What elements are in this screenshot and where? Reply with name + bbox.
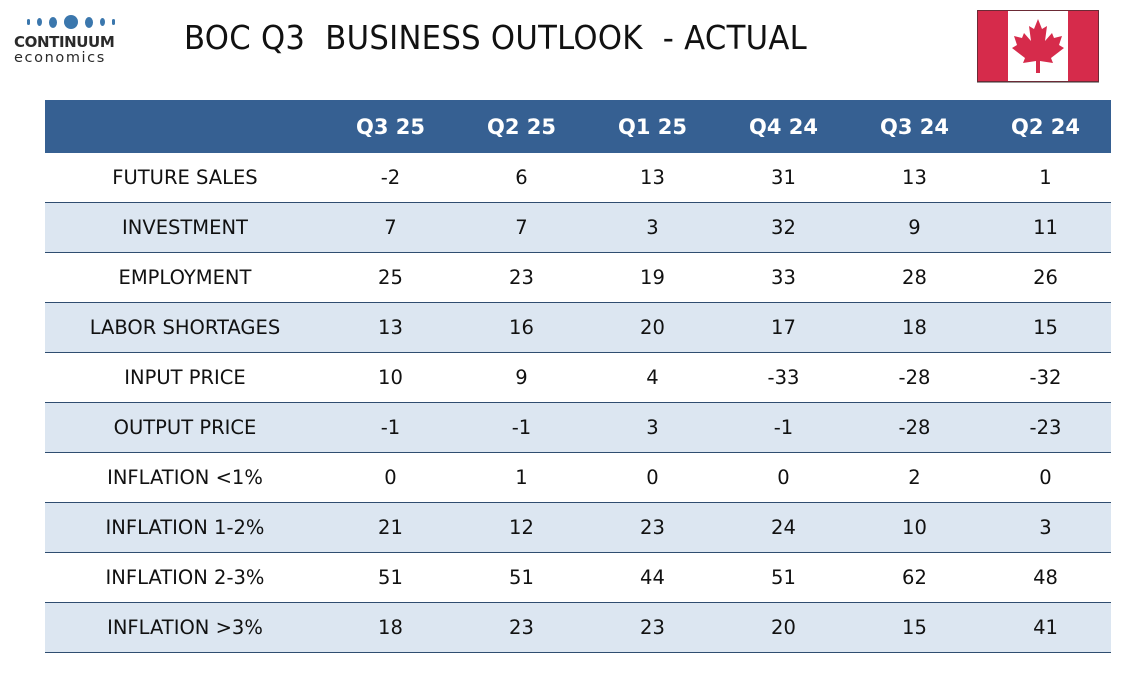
cell-value: 13 — [586, 153, 718, 203]
cell-value: 7 — [324, 202, 456, 253]
cell-value: 1 — [979, 153, 1111, 203]
cell-value: 20 — [717, 602, 849, 653]
cell-value: 9 — [455, 352, 587, 403]
table-row: INFLATION 2-3% 51 51 44 51 62 48 — [45, 552, 1111, 603]
cell-value: -2 — [324, 153, 456, 203]
cell-value: 13 — [324, 302, 456, 353]
cell-value: 12 — [455, 502, 587, 553]
cell-value: 0 — [717, 452, 849, 503]
canada-flag-icon — [977, 10, 1099, 82]
column-header-q2-24: Q2 24 — [979, 100, 1111, 153]
cell-value: 3 — [586, 202, 718, 253]
business-outlook-table: Q3 25 Q2 25 Q1 25 Q4 24 Q3 24 Q2 24 FUTU… — [45, 100, 1111, 653]
cell-value: 62 — [848, 552, 980, 603]
cell-value: 44 — [586, 552, 718, 603]
logo-dots-icon — [8, 14, 134, 30]
row-label: INFLATION >3% — [45, 602, 325, 653]
row-label: INFLATION 2-3% — [45, 552, 325, 603]
cell-value: 9 — [848, 202, 980, 253]
cell-value: -1 — [324, 402, 456, 453]
column-header-q3-25: Q3 25 — [324, 100, 456, 153]
column-header-q2-25: Q2 25 — [455, 100, 587, 153]
logo-name-line1: CONTINUUM — [14, 33, 115, 51]
cell-value: 32 — [717, 202, 849, 253]
cell-value: -28 — [848, 352, 980, 403]
cell-value: 23 — [455, 602, 587, 653]
cell-value: 33 — [717, 252, 849, 303]
row-label: FUTURE SALES — [45, 153, 325, 203]
cell-value: -1 — [455, 402, 587, 453]
column-header-q3-24: Q3 24 — [848, 100, 980, 153]
cell-value: -33 — [717, 352, 849, 403]
cell-value: -32 — [979, 352, 1111, 403]
cell-value: 48 — [979, 552, 1111, 603]
maple-leaf-icon — [1012, 19, 1064, 73]
cell-value: -1 — [717, 402, 849, 453]
cell-value: -28 — [848, 402, 980, 453]
logo-name-line2: economics — [14, 50, 106, 66]
cell-value: -23 — [979, 402, 1111, 453]
cell-value: 3 — [586, 402, 718, 453]
row-label: LABOR SHORTAGES — [45, 302, 325, 353]
flag-left-band — [978, 11, 1008, 81]
cell-value: 26 — [979, 252, 1111, 303]
column-header-q4-24: Q4 24 — [717, 100, 849, 153]
cell-value: 51 — [455, 552, 587, 603]
cell-value: 6 — [455, 153, 587, 203]
cell-value: 41 — [979, 602, 1111, 653]
cell-value: 2 — [848, 452, 980, 503]
flag-center — [1008, 11, 1068, 81]
cell-value: 1 — [455, 452, 587, 503]
cell-value: 0 — [586, 452, 718, 503]
cell-value: 23 — [586, 502, 718, 553]
column-header-q1-25: Q1 25 — [586, 100, 718, 153]
flag-right-band — [1068, 11, 1098, 81]
cell-value: 31 — [717, 153, 849, 203]
table-row: INVESTMENT 7 7 3 32 9 11 — [45, 202, 1111, 253]
cell-value: 23 — [455, 252, 587, 303]
cell-value: 15 — [848, 602, 980, 653]
row-label: EMPLOYMENT — [45, 252, 325, 303]
cell-value: 19 — [586, 252, 718, 303]
cell-value: 10 — [848, 502, 980, 553]
cell-value: 16 — [455, 302, 587, 353]
cell-value: 11 — [979, 202, 1111, 253]
cell-value: 0 — [324, 452, 456, 503]
cell-value: 18 — [848, 302, 980, 353]
table-header-row: Q3 25 Q2 25 Q1 25 Q4 24 Q3 24 Q2 24 — [45, 100, 1111, 153]
cell-value: 51 — [324, 552, 456, 603]
table-row: OUTPUT PRICE -1 -1 3 -1 -28 -23 — [45, 402, 1111, 453]
cell-value: 25 — [324, 252, 456, 303]
cell-value: 24 — [717, 502, 849, 553]
cell-value: 28 — [848, 252, 980, 303]
cell-value: 3 — [979, 502, 1111, 553]
row-label: INVESTMENT — [45, 202, 325, 253]
table-row: FUTURE SALES -2 6 13 31 13 1 — [45, 153, 1111, 203]
column-header-label — [45, 100, 325, 153]
table-row: LABOR SHORTAGES 13 16 20 17 18 15 — [45, 302, 1111, 353]
table-row: INFLATION <1% 0 1 0 0 2 0 — [45, 452, 1111, 503]
cell-value: 4 — [586, 352, 718, 403]
table-row: INFLATION >3% 18 23 23 20 15 41 — [45, 602, 1111, 653]
table-row: INFLATION 1-2% 21 12 23 24 10 3 — [45, 502, 1111, 553]
row-label: INFLATION <1% — [45, 452, 325, 503]
table-row: INPUT PRICE 10 9 4 -33 -28 -32 — [45, 352, 1111, 403]
table-row: EMPLOYMENT 25 23 19 33 28 26 — [45, 252, 1111, 303]
cell-value: 0 — [979, 452, 1111, 503]
cell-value: 7 — [455, 202, 587, 253]
continuum-economics-logo: CONTINUUM economics — [14, 14, 134, 66]
cell-value: 21 — [324, 502, 456, 553]
cell-value: 20 — [586, 302, 718, 353]
page-title: BOC Q3 BUSINESS OUTLOOK - ACTUAL — [184, 18, 807, 57]
row-label: OUTPUT PRICE — [45, 402, 325, 453]
cell-value: 10 — [324, 352, 456, 403]
cell-value: 18 — [324, 602, 456, 653]
cell-value: 13 — [848, 153, 980, 203]
row-label: INPUT PRICE — [45, 352, 325, 403]
cell-value: 51 — [717, 552, 849, 603]
cell-value: 17 — [717, 302, 849, 353]
cell-value: 15 — [979, 302, 1111, 353]
row-label: INFLATION 1-2% — [45, 502, 325, 553]
cell-value: 23 — [586, 602, 718, 653]
